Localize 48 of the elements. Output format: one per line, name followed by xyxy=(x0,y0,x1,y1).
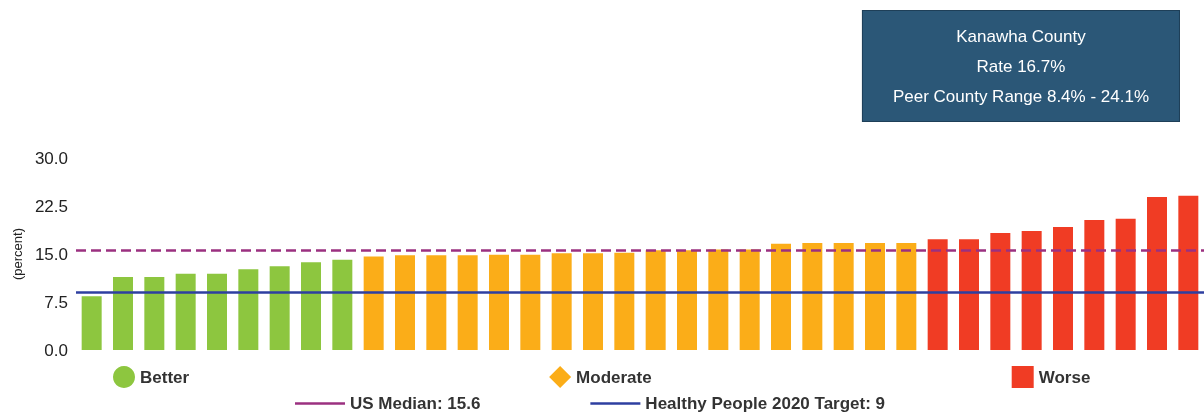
legend-label: US Median: 15.6 xyxy=(350,394,481,413)
bar xyxy=(833,243,854,350)
bar xyxy=(645,250,666,350)
bar xyxy=(238,269,259,350)
bar xyxy=(990,232,1011,350)
bar xyxy=(175,273,196,350)
bar xyxy=(1084,220,1105,350)
bar xyxy=(583,253,603,350)
y-tick-label: 30.0 xyxy=(34,148,68,168)
bar xyxy=(1053,227,1073,350)
bar xyxy=(708,249,729,350)
bar xyxy=(1147,197,1167,350)
legend-label: Worse xyxy=(1038,367,1091,387)
bar xyxy=(896,243,917,350)
bar xyxy=(395,255,415,350)
bar xyxy=(113,277,133,350)
y-tick-label: 7.5 xyxy=(44,292,68,312)
legend-label: Healthy People 2020 Target: 9 xyxy=(645,394,886,413)
bar xyxy=(1178,195,1199,350)
bar xyxy=(489,254,509,350)
bar xyxy=(551,253,572,350)
bar xyxy=(426,255,447,350)
bar xyxy=(771,243,791,350)
bar xyxy=(269,266,290,350)
bar xyxy=(301,262,321,350)
legend-label: Better xyxy=(140,367,190,387)
bar xyxy=(677,250,697,350)
bar xyxy=(520,254,541,350)
bar xyxy=(927,239,948,350)
y-tick-label: 22.5 xyxy=(34,196,68,216)
bar xyxy=(614,252,635,350)
bar xyxy=(363,256,384,350)
bar xyxy=(959,239,979,350)
y-tick-label: 0.0 xyxy=(44,340,68,360)
bar xyxy=(332,259,353,350)
bar xyxy=(1115,218,1136,350)
bar xyxy=(457,255,478,350)
y-axis-title: (percent) xyxy=(10,227,26,281)
y-tick-label: 15.0 xyxy=(34,244,68,264)
bar xyxy=(207,273,227,350)
bar xyxy=(802,243,823,350)
text: Kanawha County Rate 16.7% Peer County Range 8.4% - 24.1% xyxy=(892,26,1150,106)
bar xyxy=(1021,230,1042,350)
bar xyxy=(865,243,885,350)
bar xyxy=(81,296,102,350)
bar xyxy=(144,277,165,350)
bar xyxy=(739,249,760,350)
legend-label: Moderate xyxy=(576,367,652,387)
